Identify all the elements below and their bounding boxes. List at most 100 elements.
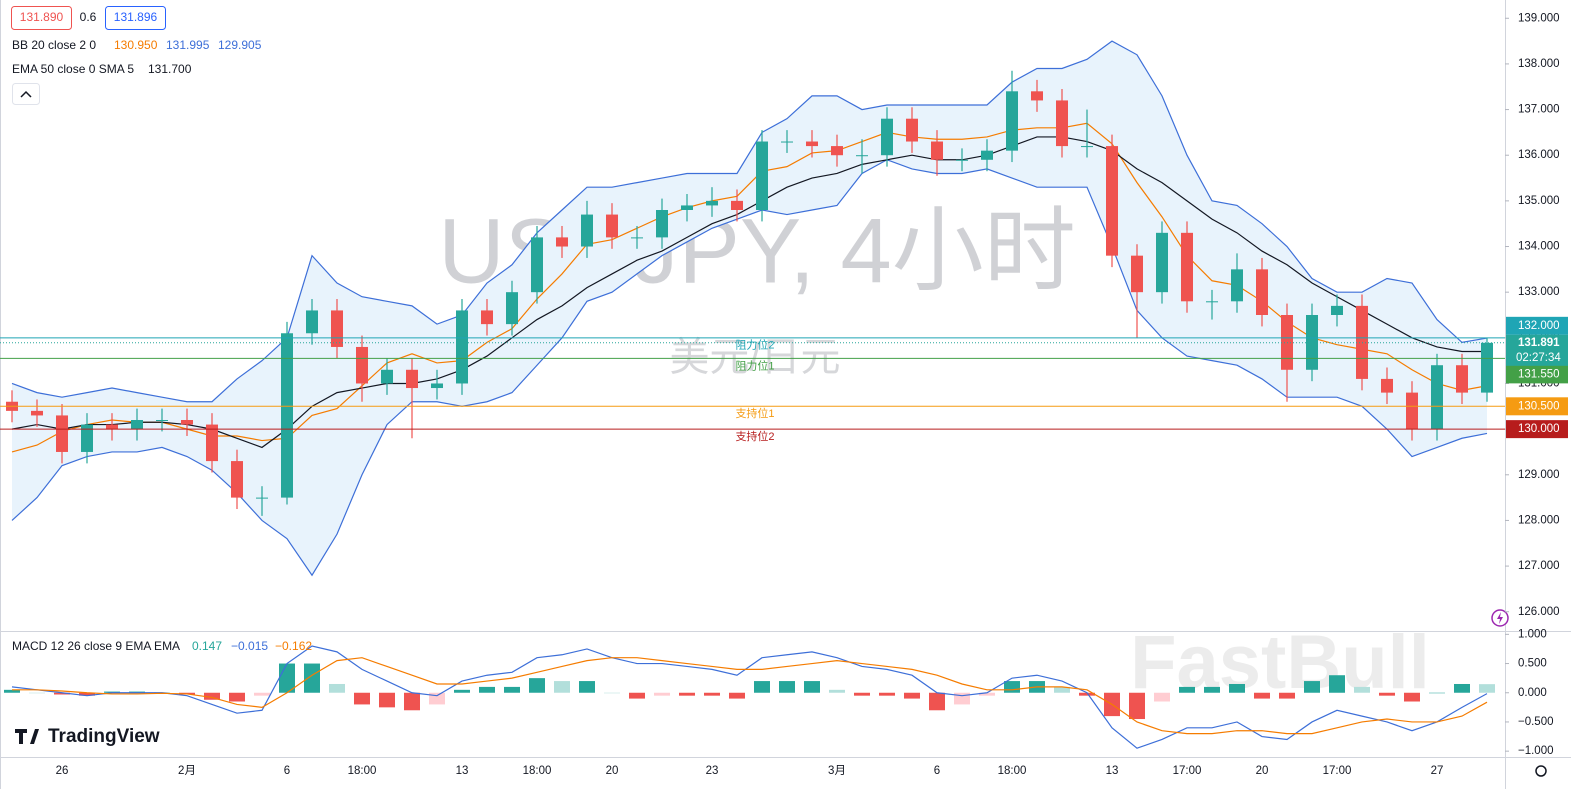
macd-histogram-bar: [504, 686, 520, 693]
macd-legend: MACD 12 26 close 9 EMA EMA: [12, 639, 180, 653]
x-tick-label: 17:00: [1173, 765, 1202, 777]
settings-icon[interactable]: [1535, 765, 1547, 777]
x-tick-label: 18:00: [523, 765, 552, 777]
ema-legend: EMA 50 close 0 SMA 5: [12, 62, 134, 76]
macd-histogram-bar: [854, 692, 870, 696]
bb-legend: BB 20 close 2 0: [12, 38, 96, 52]
candle-body: [806, 141, 818, 147]
level-name: 阻力位1: [735, 358, 774, 372]
candle-body: [631, 237, 643, 239]
macd-histogram-bar: [1129, 692, 1145, 720]
macd-histogram-bar: [1379, 692, 1395, 696]
candle-body: [1431, 365, 1443, 430]
candle-body: [1106, 146, 1118, 256]
macd-histogram-bar: [779, 681, 795, 693]
candle-body: [356, 346, 368, 384]
candle-body: [331, 310, 343, 347]
macd-histogram-bar: [79, 692, 95, 696]
candle-body: [681, 205, 693, 210]
level-name: 支持位2: [735, 429, 774, 443]
macd-histogram-bar: [1154, 692, 1170, 702]
macd-histogram-bar: [204, 692, 220, 700]
macd-y-tick-label: 0.000: [1518, 687, 1547, 699]
macd-histogram-bar: [229, 692, 245, 702]
macd-histogram-bar: [604, 692, 620, 694]
bid-box[interactable]: [11, 6, 72, 30]
x-tick-label: 6: [284, 765, 290, 777]
x-tick-label: 20: [1256, 765, 1269, 777]
macd-histogram-bar: [1254, 692, 1270, 699]
ema-line: [11, 136, 1487, 449]
candle-body: [856, 155, 868, 157]
candle-body: [181, 420, 193, 425]
bid-price: 131.890: [20, 10, 64, 24]
macd-histogram-bar: [879, 692, 895, 696]
x-tick-label: 20: [606, 765, 619, 777]
last-price-label: 131.891: [1518, 337, 1560, 349]
macd-histogram-bar: [354, 692, 370, 705]
macd-histogram-bar: [254, 692, 270, 696]
macd-histogram-bar: [329, 683, 345, 693]
legend-value: −0.162: [275, 639, 312, 653]
macd-histogram-bar: [1404, 692, 1420, 702]
legend-value: 131.995: [166, 38, 210, 52]
macd-histogram-bar: [4, 689, 20, 693]
lightning-glyph: [1497, 612, 1503, 624]
macd-histogram-bar: [429, 692, 445, 705]
collapse-button[interactable]: [12, 83, 40, 105]
candle-body: [1156, 232, 1168, 293]
y-tick-label: 127.000: [1518, 560, 1560, 572]
candle-body: [956, 159, 968, 161]
price-tag-label: 132.000: [1518, 320, 1560, 332]
candle-body: [1381, 378, 1393, 393]
candle-body: [656, 210, 668, 238]
brand-watermark: FastBull: [1130, 620, 1430, 705]
macd-histogram-bar: [579, 681, 595, 693]
candle-body: [206, 424, 218, 462]
y-tick-label: 128.000: [1518, 514, 1560, 526]
band-fill: [12, 41, 1487, 576]
candle-body: [1256, 269, 1268, 315]
macd-histogram-bar: [1079, 692, 1095, 696]
candle-body: [706, 200, 718, 206]
candle-body: [756, 141, 768, 210]
candle-body: [1131, 255, 1143, 293]
macd-histogram-bar: [754, 681, 770, 693]
level-name: 支持位1: [735, 406, 774, 420]
candle-body: [31, 410, 43, 416]
macd-histogram-bar: [1279, 692, 1295, 699]
y-tick-label: 135.000: [1518, 195, 1560, 207]
candle-body: [1306, 315, 1318, 370]
candle-body: [281, 333, 293, 498]
macd-histogram-bar: [954, 692, 970, 705]
macd-histogram-bar: [554, 681, 570, 693]
x-tick-label: 23: [706, 765, 719, 777]
candle-body: [306, 310, 318, 334]
candle-body: [781, 141, 793, 143]
macd-histogram-bar: [304, 663, 320, 693]
chevron-icon: [20, 90, 32, 98]
candle-body: [481, 310, 493, 325]
candle-body: [1231, 269, 1243, 302]
ask-box[interactable]: [105, 6, 166, 30]
candle-body: [531, 237, 543, 293]
price-tag: [1506, 365, 1568, 384]
macd-y-tick-label: −1.000: [1518, 745, 1554, 757]
macd-histogram-bar: [654, 692, 670, 696]
price-tag: [1506, 316, 1568, 335]
y-tick-label: 133.000: [1518, 286, 1560, 298]
candle-body: [506, 292, 518, 325]
macd-histogram-bar: [1329, 675, 1345, 693]
y-tick-label: 137.000: [1518, 104, 1560, 116]
macd-histogram-bar: [29, 692, 45, 694]
x-tick-label: 6: [934, 765, 940, 777]
symbol-description: 美元/日元: [669, 336, 840, 380]
candle-body: [431, 383, 443, 389]
y-tick-label: 136.000: [1518, 149, 1560, 161]
macd-histogram-bar: [704, 692, 720, 696]
candle-body: [1081, 146, 1093, 148]
x-tick-label: 27: [1431, 765, 1444, 777]
macd-histogram-bar: [679, 692, 695, 696]
price-tag-label: 131.550: [1518, 368, 1560, 380]
